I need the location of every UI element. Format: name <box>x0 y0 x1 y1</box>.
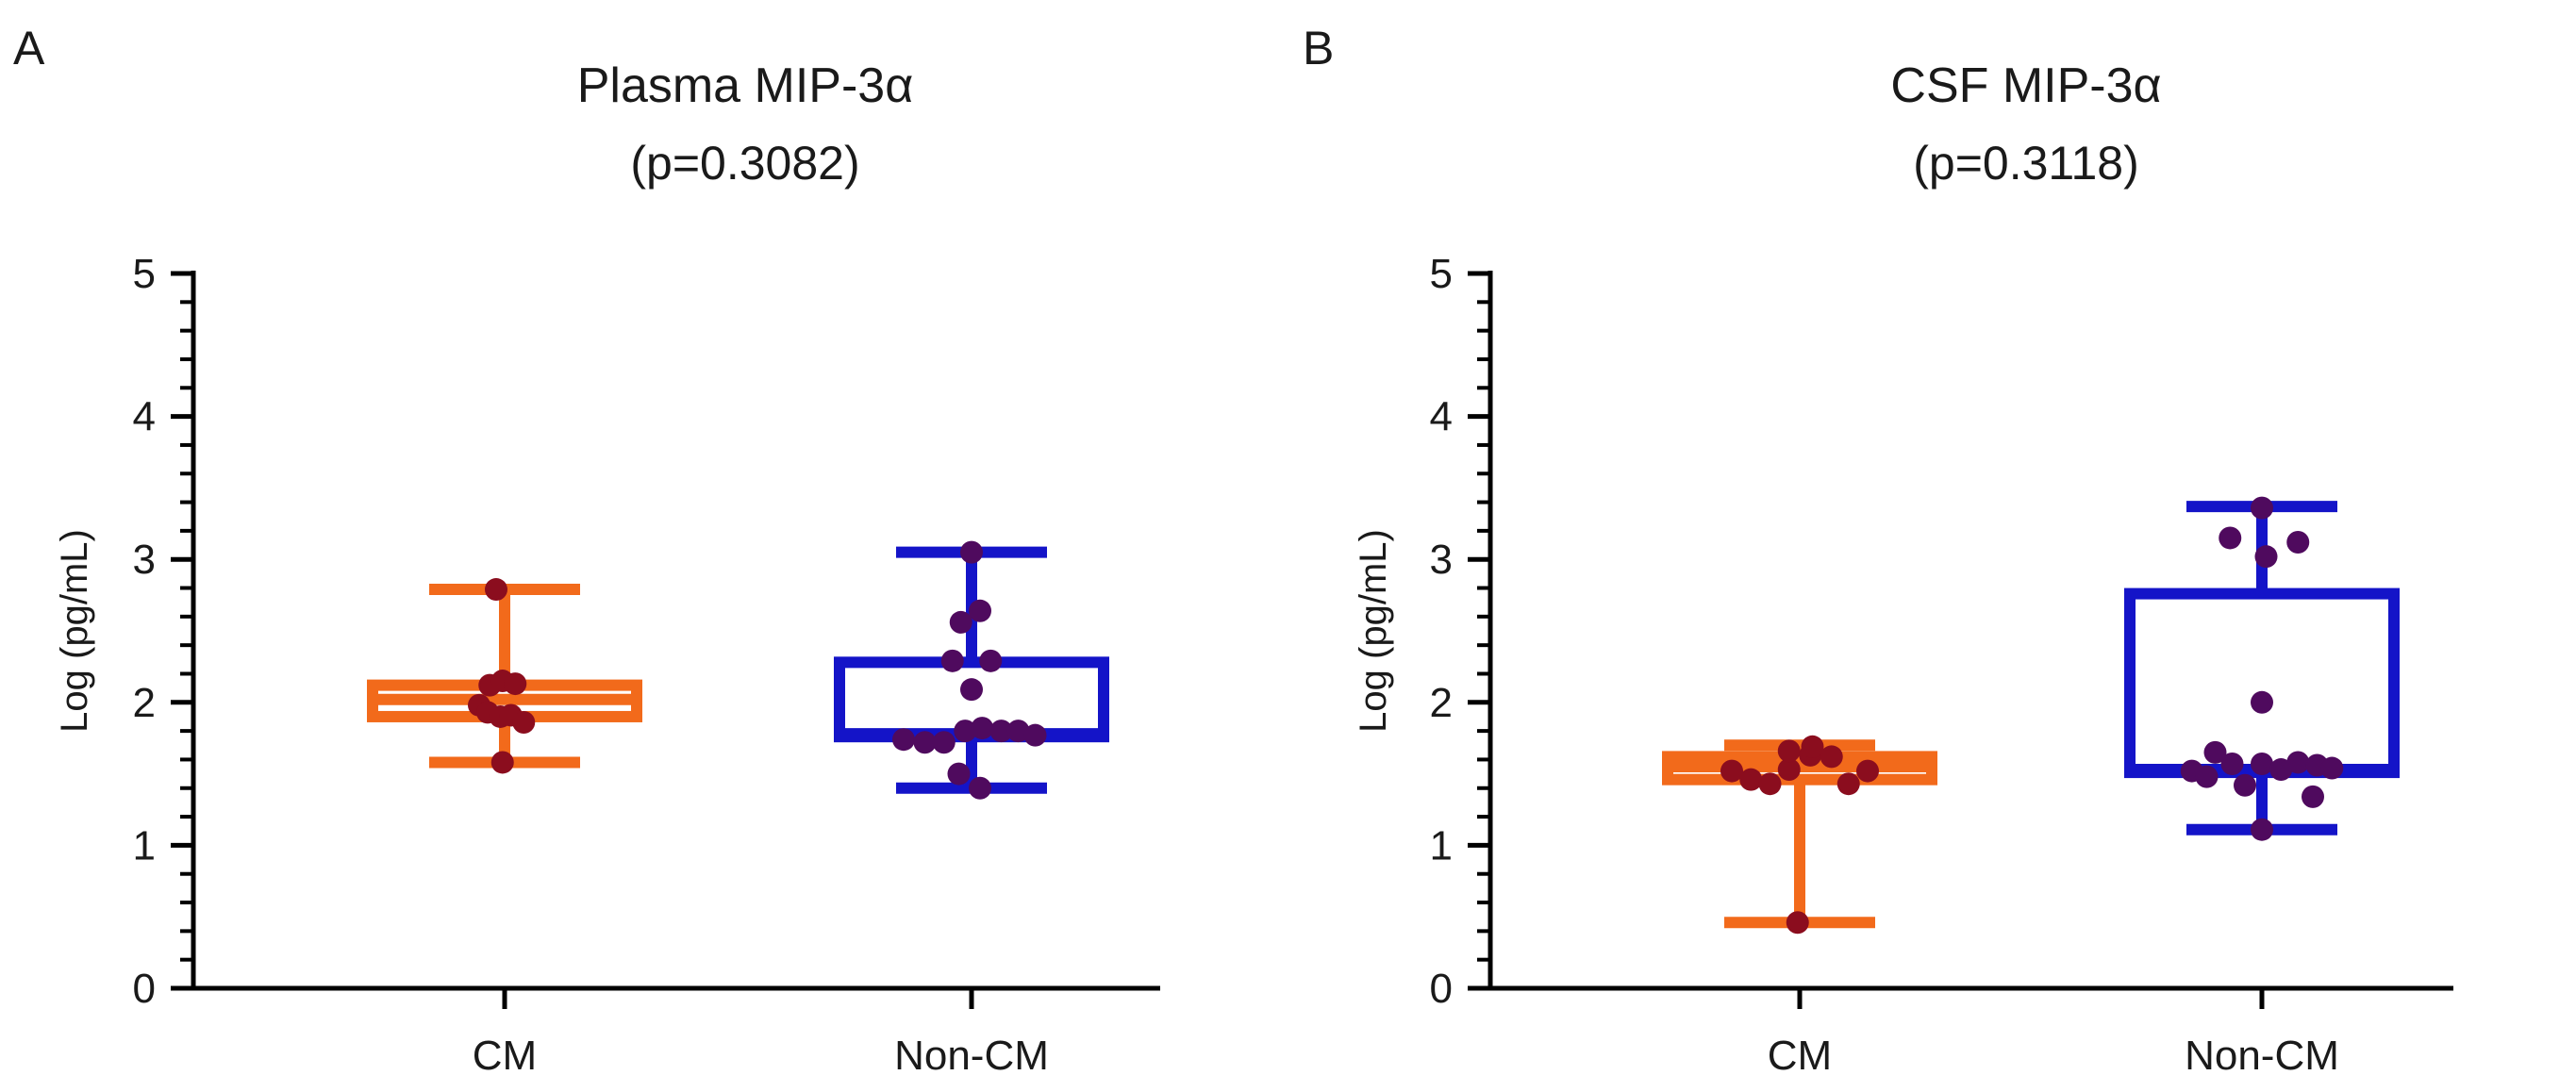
data-point <box>2220 752 2244 775</box>
data-point <box>932 731 956 754</box>
data-point <box>1820 745 1843 769</box>
data-point <box>2203 740 2227 764</box>
data-point <box>960 540 983 564</box>
panel-b-subtitle: (p=0.3118) <box>1913 137 2139 190</box>
panel-a-plot-area <box>367 540 1109 800</box>
data-point <box>1758 772 1782 796</box>
data-point <box>485 578 507 602</box>
box-group-non-cm <box>2124 496 2400 841</box>
data-point <box>2234 773 2256 797</box>
data-point <box>979 649 1003 672</box>
data-point <box>2269 758 2293 782</box>
panel-b-y-tick-labels: 0 1 2 3 4 5 <box>1430 251 1453 1012</box>
panel-a: A Plasma MIP-3α (p=0.3082) Log (pg/mL) 0… <box>13 22 1160 1079</box>
data-point <box>969 599 991 622</box>
panel-a-y-tick-labels: 0 1 2 3 4 5 <box>133 251 156 1012</box>
data-point <box>940 649 964 672</box>
panel-a-axes <box>171 271 1160 1009</box>
data-point <box>1801 735 1824 758</box>
data-point <box>2286 751 2310 774</box>
data-point <box>960 678 983 702</box>
x-tick-label: Non-CM <box>2185 1033 2339 1079</box>
y-tick-label: 3 <box>1430 537 1453 583</box>
data-point <box>1777 739 1801 763</box>
y-tick-label: 3 <box>133 537 156 583</box>
y-tick-label: 2 <box>1430 680 1453 726</box>
panel-b: B CSF MIP-3α (p=0.3118) Log (pg/mL) 0 1 2 3… <box>1303 22 2453 1079</box>
box-group-cm <box>367 578 642 774</box>
panel-b-y-axis-label: Log (pg/mL) <box>1353 529 1394 733</box>
y-tick-label: 0 <box>133 966 156 1012</box>
panel-b-plot-area <box>1662 496 2400 935</box>
panel-a-title: Plasma MIP-3α <box>577 58 914 113</box>
data-point <box>1856 759 1879 783</box>
data-point <box>1836 772 1860 796</box>
x-tick-label: Non-CM <box>894 1033 1049 1079</box>
data-point <box>949 610 972 634</box>
data-point <box>969 776 991 800</box>
data-point <box>2251 752 2273 775</box>
box-group-non-cm <box>834 540 1109 800</box>
box-iqr <box>2124 587 2400 779</box>
y-tick-label: 0 <box>1430 966 1453 1012</box>
data-point <box>947 762 971 786</box>
y-tick-label: 4 <box>1430 394 1453 440</box>
data-point <box>2254 545 2278 569</box>
panel-b-title: CSF MIP-3α <box>1890 58 2161 113</box>
data-point <box>2286 531 2310 554</box>
data-point <box>1777 758 1801 782</box>
data-point <box>971 717 994 740</box>
data-point <box>2251 818 2273 841</box>
panel-b-label: B <box>1303 22 1334 74</box>
panel-a-subtitle: (p=0.3082) <box>630 137 859 190</box>
y-tick-label: 5 <box>133 251 156 297</box>
data-point <box>2195 765 2219 788</box>
data-point <box>1786 911 1809 935</box>
y-tick-label: 2 <box>133 680 156 726</box>
data-point <box>2251 690 2273 714</box>
data-point <box>2219 526 2242 550</box>
y-tick-label: 1 <box>133 822 156 869</box>
box-group-cm <box>1662 735 1937 935</box>
data-point <box>892 728 915 752</box>
data-point <box>2302 785 2324 808</box>
y-tick-label: 1 <box>1430 822 1453 869</box>
panel-a-x-tick-labels: CM Non-CM <box>473 1033 1049 1079</box>
data-point <box>2251 496 2273 520</box>
data-point <box>1720 759 1743 783</box>
data-point <box>1023 723 1047 747</box>
data-point <box>1006 720 1030 743</box>
data-point <box>512 711 536 735</box>
y-tick-label: 4 <box>133 394 156 440</box>
data-point <box>989 720 1013 743</box>
data-point <box>913 731 937 754</box>
data-point <box>490 751 514 774</box>
data-point <box>504 672 527 696</box>
x-tick-label: CM <box>473 1033 537 1079</box>
y-tick-label: 5 <box>1430 251 1453 297</box>
panel-b-axes <box>1468 271 2453 1009</box>
data-point <box>1739 768 1763 791</box>
panel-a-label: A <box>13 22 45 74</box>
panel-b-x-tick-labels: CM Non-CM <box>1768 1033 2339 1079</box>
panel-a-y-axis-label: Log (pg/mL) <box>54 529 95 733</box>
x-tick-label: CM <box>1768 1033 1832 1079</box>
data-point <box>2320 756 2344 780</box>
data-point <box>954 720 977 743</box>
